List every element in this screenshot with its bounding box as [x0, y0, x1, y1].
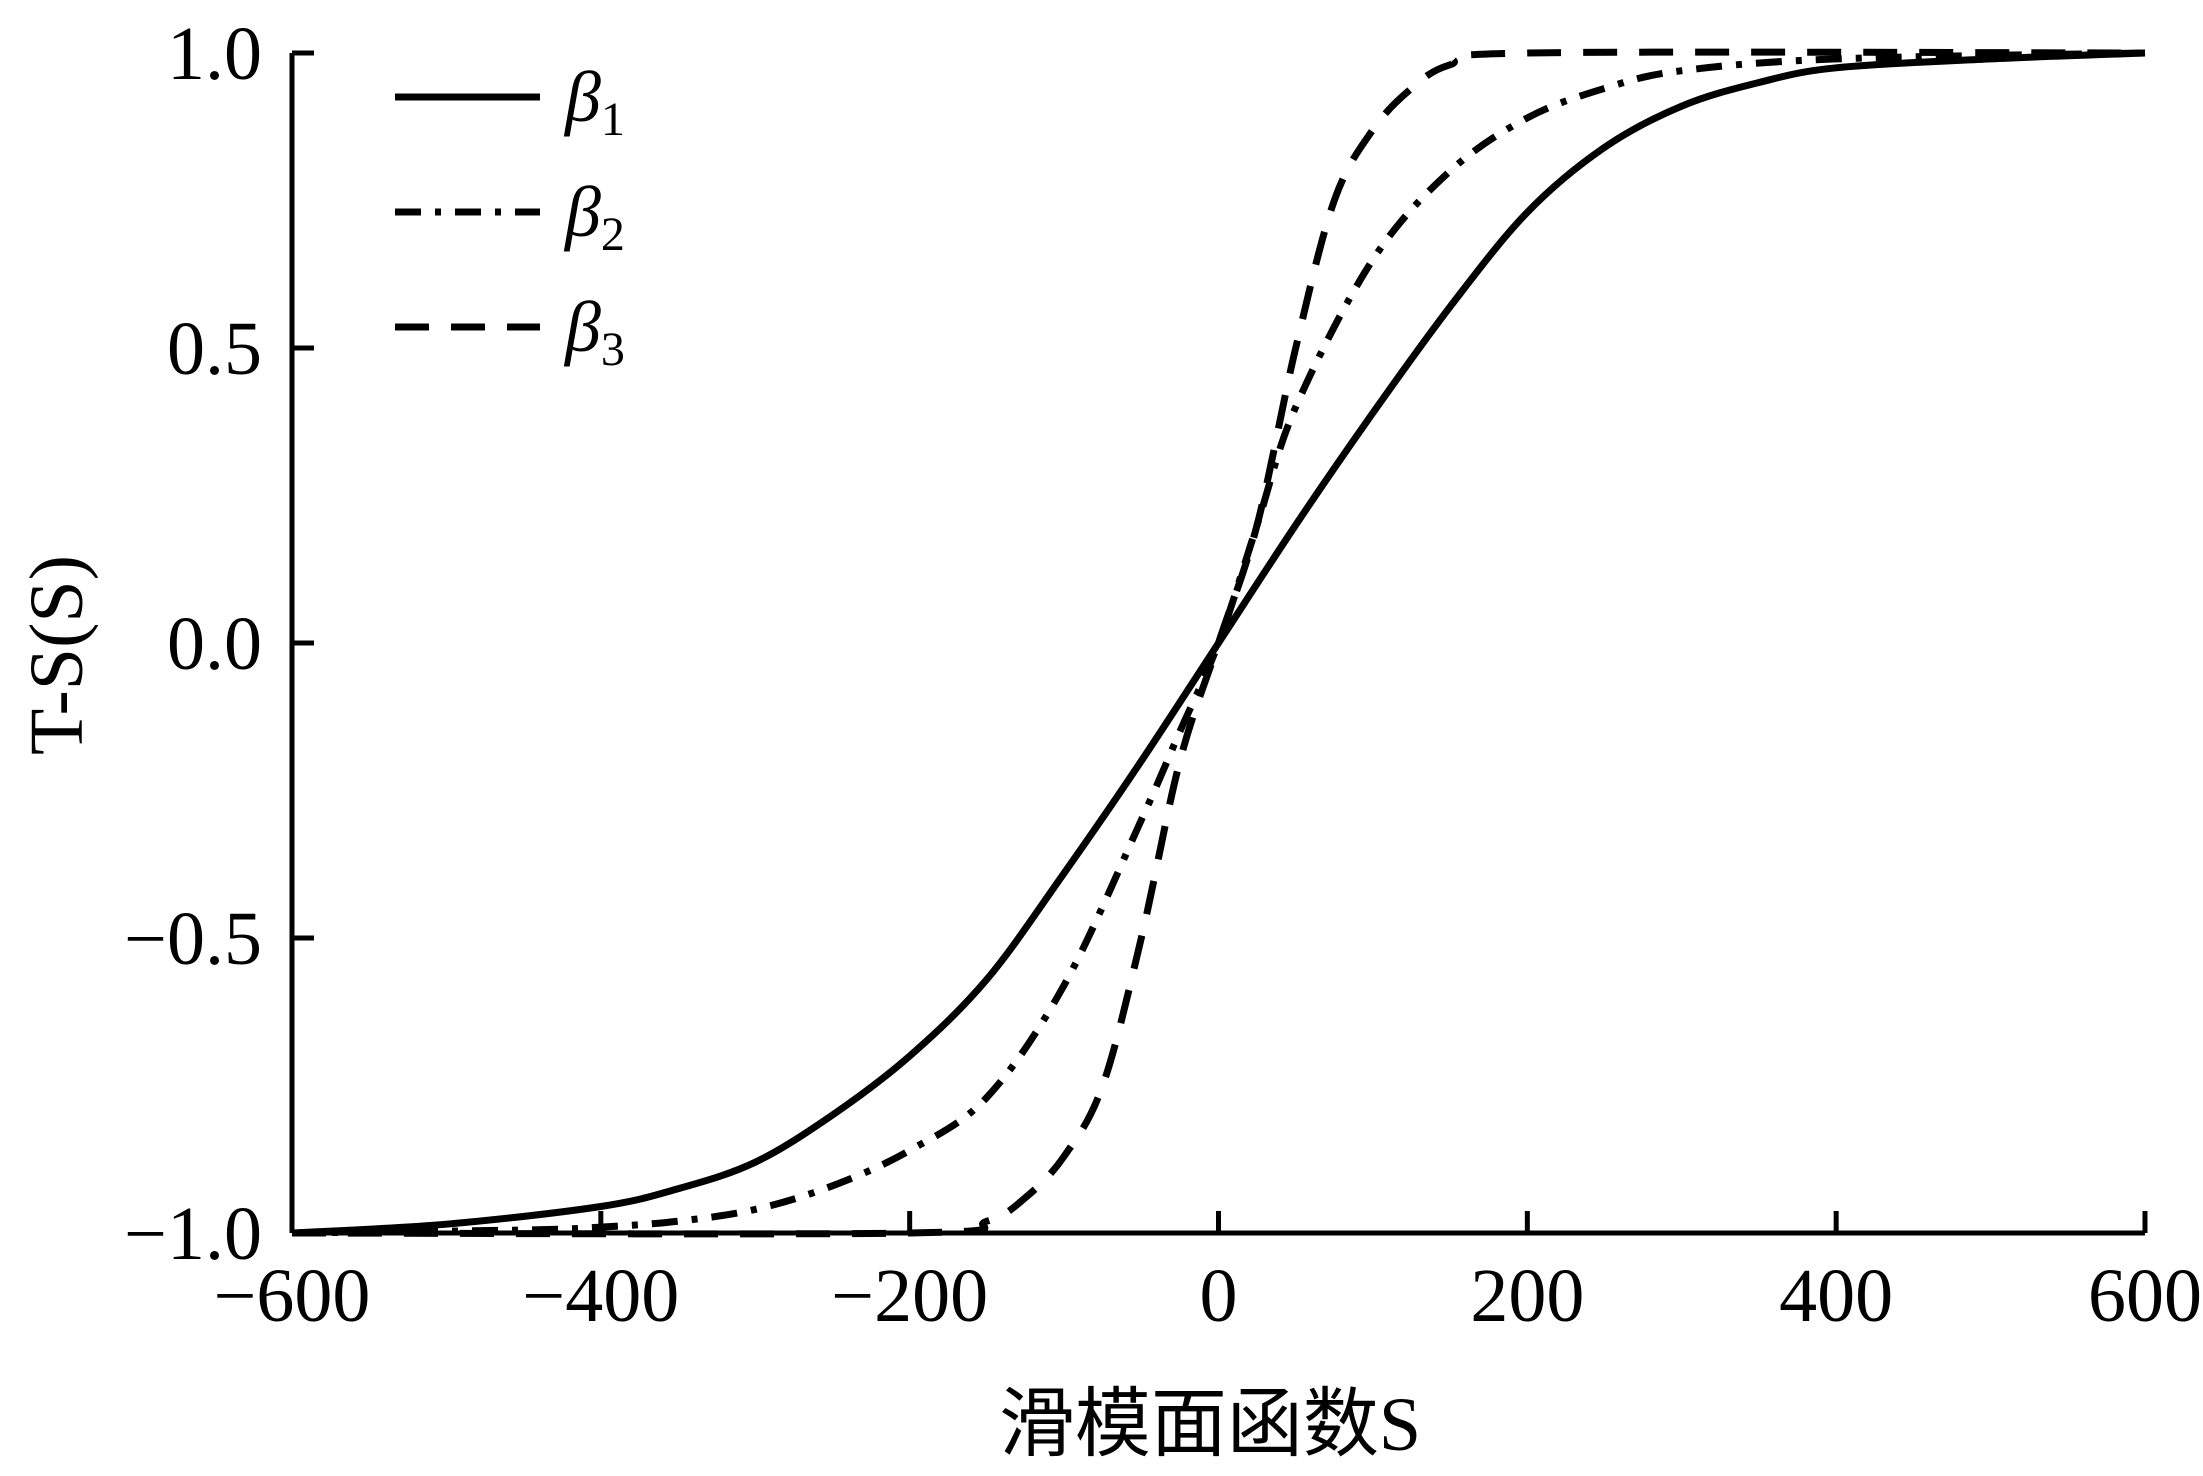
- y-tick-label: 0.0: [167, 602, 262, 686]
- y-axis-label: T-S(S): [15, 555, 99, 755]
- y-tick-label: −1.0: [124, 1192, 262, 1276]
- x-tick-label: 0: [1200, 1254, 1238, 1338]
- x-tick-label: −200: [831, 1254, 988, 1338]
- legend-label-3: β3: [563, 287, 625, 376]
- y-tick-label: 1.0: [167, 12, 262, 96]
- legend: β1 β2 β3: [395, 57, 625, 376]
- x-tick-label: −600: [214, 1254, 371, 1338]
- x-tick-label: 400: [1779, 1254, 1893, 1338]
- legend-label-2: β2: [563, 172, 625, 261]
- y-tick-label: 0.5: [167, 307, 262, 391]
- axes-layer: −600 −400 −200 0 200 400 600 1.0 0.5 0.0 −0.5 −1.0: [124, 12, 2202, 1338]
- series-layer: [291, 48, 2146, 1238]
- x-axis-label: 滑模面函数S: [999, 1383, 1421, 1467]
- x-tick-label: −400: [522, 1254, 679, 1338]
- x-tick-label: 600: [2088, 1254, 2202, 1338]
- legend-label-1: β1: [563, 57, 625, 146]
- x-tick-label: 200: [1470, 1254, 1584, 1338]
- y-tick-label: −0.5: [124, 897, 262, 981]
- series-line-3: [291, 48, 2146, 1238]
